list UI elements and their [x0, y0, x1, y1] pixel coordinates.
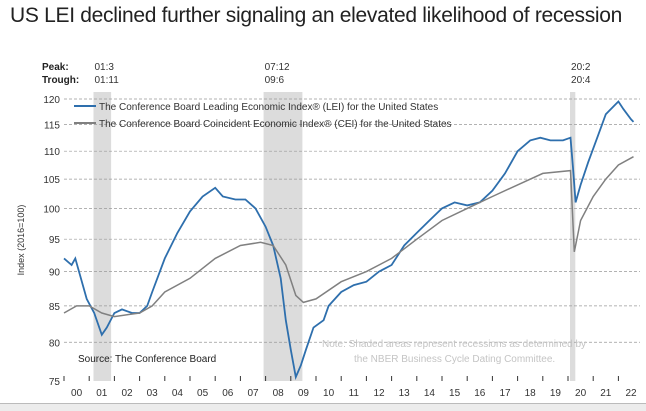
- recession-note-line1: Note: Shaded areas represent recessions …: [322, 339, 586, 350]
- y-axis-label: Index (2016=100): [16, 205, 26, 276]
- recession-trough-label: 01:11: [94, 75, 119, 86]
- x-tick-label: 08: [273, 388, 285, 399]
- recession-band: [93, 92, 112, 382]
- x-tick-label: 05: [197, 388, 209, 399]
- y-tick-label: 75: [49, 377, 61, 388]
- y-tick-label: 90: [49, 268, 61, 279]
- x-tick-label: 06: [222, 388, 234, 399]
- recession-trough-label: 09:6: [265, 75, 285, 86]
- y-tick-label: 115: [44, 121, 60, 132]
- series-line-lei: [63, 100, 635, 381]
- x-tick-label: 13: [399, 388, 411, 399]
- y-tick-label: 100: [43, 204, 60, 215]
- y-tick-label: 120: [43, 95, 60, 106]
- x-tick-label: 17: [499, 388, 511, 399]
- recession-trough-label: 20:4: [571, 75, 591, 86]
- x-tick-label: 16: [474, 388, 486, 399]
- x-tick-label: 10: [323, 388, 335, 399]
- y-tick-label: 95: [49, 235, 61, 246]
- x-tick-label: 21: [600, 388, 612, 399]
- x-tick-label: 02: [121, 388, 133, 399]
- recession-peak-label: 01:3: [94, 62, 114, 73]
- x-tick-label: 11: [349, 388, 360, 399]
- legend-entry: The Conference Board Coincident Economic…: [99, 119, 452, 130]
- y-tick-label: 105: [43, 175, 60, 186]
- x-tick-label: 14: [424, 388, 436, 399]
- chart-title: US LEI declined further signaling an ele…: [10, 4, 623, 27]
- x-tick-label: 18: [525, 388, 537, 399]
- recession-peak-label: 07:12: [265, 62, 290, 73]
- x-tick-label: 03: [147, 388, 159, 399]
- x-tick-label: 22: [625, 388, 637, 399]
- x-tick-label: 20: [575, 388, 587, 399]
- trough-heading: Trough:: [42, 75, 79, 86]
- x-tick-label: 09: [298, 388, 310, 399]
- y-tick-label: 85: [49, 302, 61, 313]
- y-tick-label: 80: [49, 338, 61, 349]
- x-tick-label: 15: [449, 388, 461, 399]
- bottom-bar: [0, 403, 646, 411]
- peak-heading: Peak:: [42, 62, 69, 73]
- x-tick-label: 04: [172, 388, 184, 399]
- x-tick-label: 19: [550, 388, 562, 399]
- series-line-cei: [63, 156, 634, 318]
- recession-band: [570, 92, 576, 382]
- x-tick-label: 07: [247, 388, 259, 399]
- recession-peak-label: 20:2: [571, 62, 591, 73]
- legend-entry: The Conference Board Leading Economic In…: [99, 102, 438, 113]
- x-tick-label: 12: [373, 388, 385, 399]
- recession-note-line2: the NBER Business Cycle Dating Committee…: [354, 354, 555, 365]
- y-tick-label: 110: [44, 147, 60, 158]
- x-tick-label: 01: [96, 388, 108, 399]
- source-note: Source: The Conference Board: [78, 354, 216, 365]
- x-tick-label: 00: [71, 388, 83, 399]
